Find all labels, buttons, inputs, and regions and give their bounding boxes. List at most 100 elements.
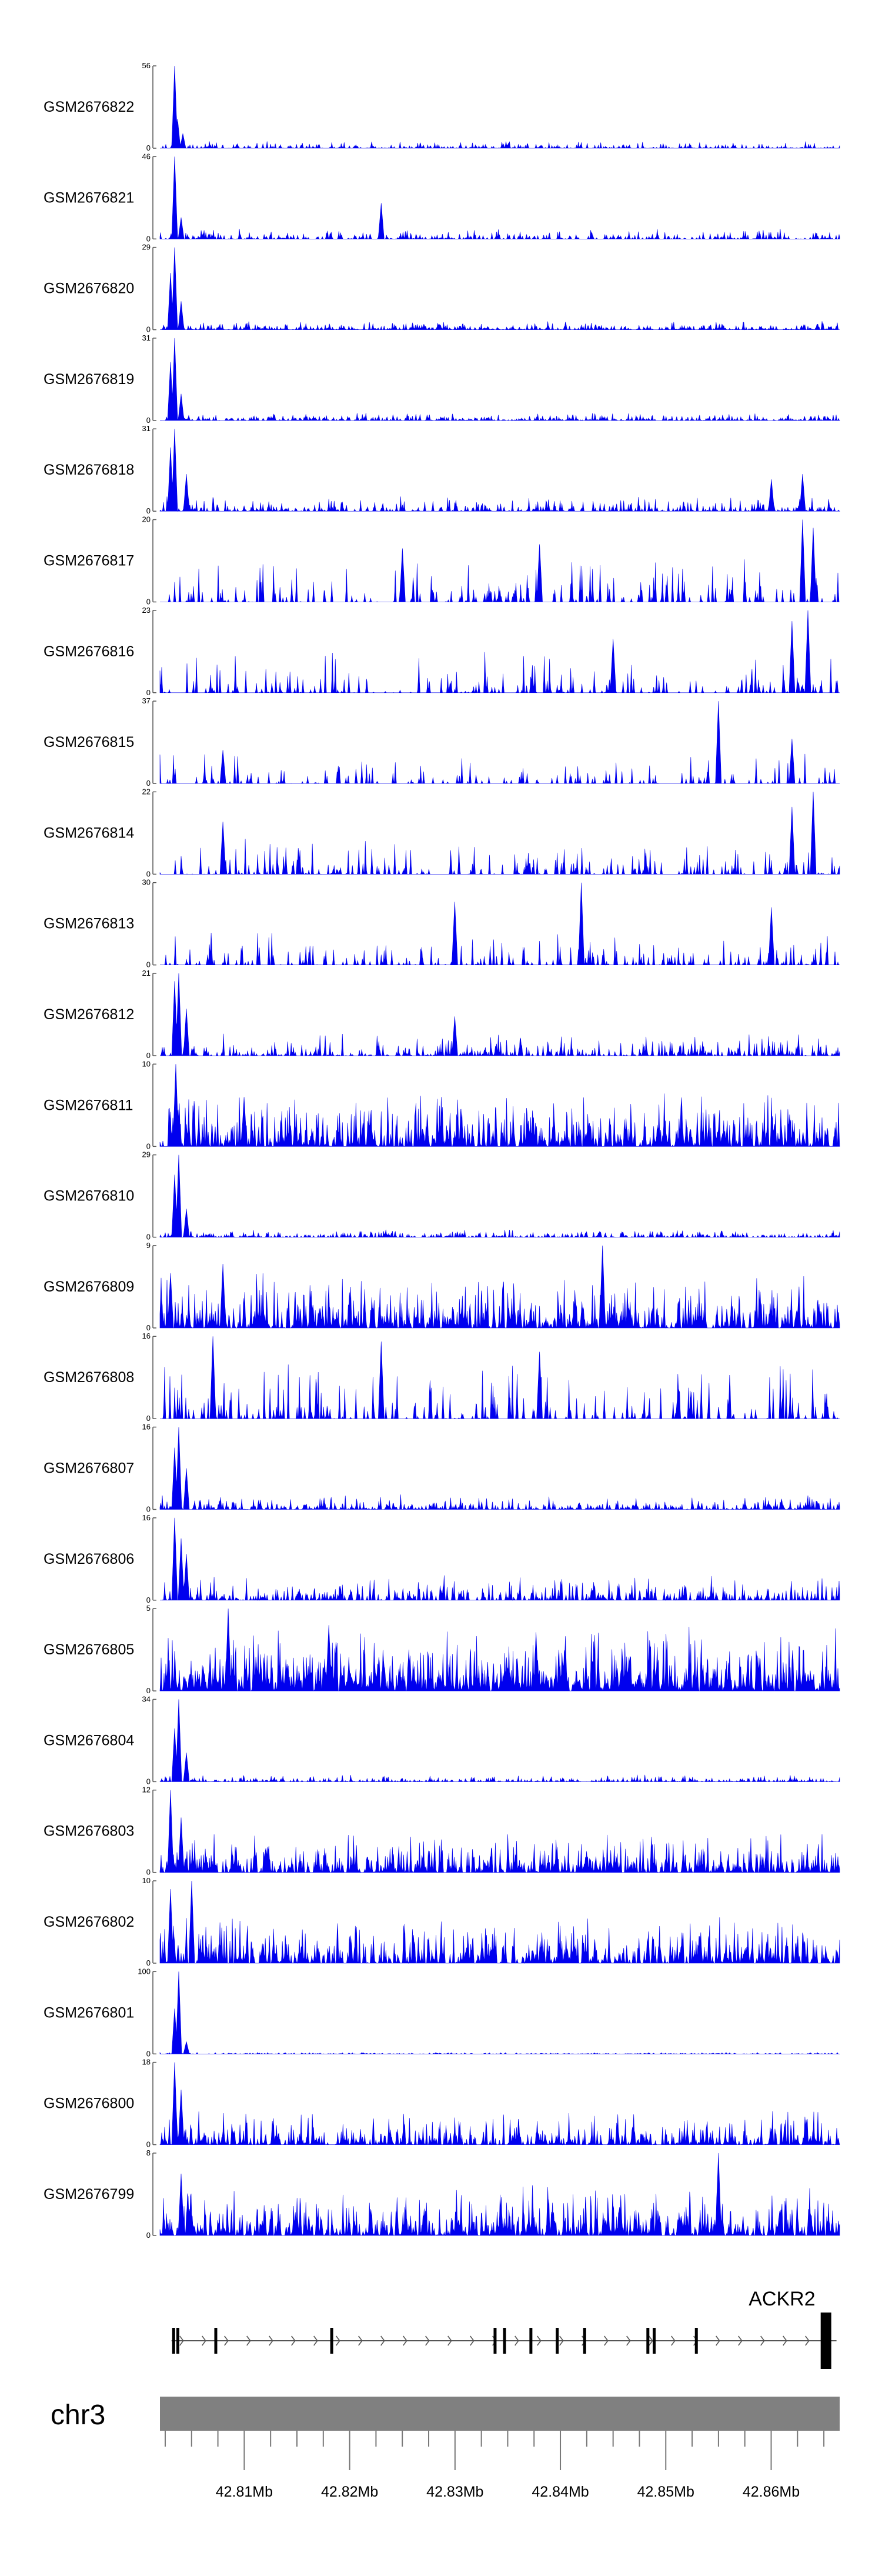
track-label: GSM2676817	[44, 553, 134, 569]
y-axis-max-label: 10	[142, 1059, 151, 1068]
gene-label: ACKR2	[749, 2288, 815, 2310]
track-label: GSM2676816	[44, 643, 134, 660]
y-axis-zero-label: 0	[146, 1505, 151, 1514]
coverage-area	[159, 2062, 840, 2145]
strand-arrow	[246, 2335, 251, 2346]
axis-tick-label: 42.81Mb	[216, 2484, 273, 2500]
gene-exons	[172, 2313, 831, 2369]
track-label: GSM2676807	[44, 1460, 134, 1477]
gene-model: ACKR2	[171, 2288, 837, 2369]
strand-arrow	[805, 2335, 810, 2346]
coverage-area	[160, 519, 840, 603]
coverage-area	[159, 1971, 840, 2054]
coverage-area	[160, 973, 840, 1057]
track-label: GSM2676812	[44, 1006, 134, 1023]
y-axis-max-label: 29	[142, 1150, 151, 1159]
y-axis-zero-label: 0	[146, 1233, 151, 1242]
y-axis-zero-label: 0	[146, 779, 151, 788]
track-label: GSM2676800	[44, 2095, 134, 2112]
exon	[172, 2328, 175, 2354]
chromosome-label: chr3	[51, 2400, 105, 2431]
exon	[653, 2328, 656, 2354]
track-GSM2676799: GSM2676799 8 0	[44, 2148, 840, 2240]
y-axis-max-label: 16	[142, 1513, 151, 1522]
exon	[493, 2328, 497, 2354]
track-GSM2676812: GSM2676812 21 0	[44, 969, 840, 1060]
y-axis-max-label: 16	[142, 1332, 151, 1340]
coverage-area	[160, 1336, 840, 1420]
chromosome-bar	[160, 2397, 840, 2431]
track-GSM2676807: GSM2676807 16 0	[44, 1423, 840, 1514]
coverage-area	[159, 429, 840, 512]
track-label: GSM2676821	[44, 189, 134, 206]
track-label: GSM2676810	[44, 1188, 134, 1204]
y-axis-max-label: 5	[146, 1604, 151, 1613]
y-axis-zero-label: 0	[146, 1142, 151, 1150]
y-axis-max-label: 16	[142, 1423, 151, 1432]
coverage-area	[159, 1790, 840, 1873]
y-axis-max-label: 37	[142, 696, 151, 705]
track-label: GSM2676809	[44, 1279, 134, 1295]
track-GSM2676822: GSM2676822 56 0	[44, 61, 840, 152]
strand-arrow	[760, 2335, 765, 2346]
strand-arrow	[783, 2335, 787, 2346]
y-axis-zero-label: 0	[146, 2231, 151, 2240]
track-GSM2676803: GSM2676803 12 0	[44, 1786, 840, 1877]
axis-tick-label: 42.84Mb	[532, 2484, 589, 2500]
y-axis-max-label: 31	[142, 333, 151, 342]
y-axis-zero-label: 0	[146, 1868, 151, 1877]
track-GSM2676800: GSM2676800 18 0	[44, 2058, 840, 2149]
track-label: GSM2676808	[44, 1369, 134, 1386]
track-GSM2676818: GSM2676818 31 0	[44, 424, 840, 515]
strand-arrow	[604, 2335, 609, 2346]
y-axis-zero-label: 0	[146, 1323, 151, 1332]
y-axis-max-label: 34	[142, 1694, 151, 1703]
y-axis-zero-label: 0	[146, 234, 151, 243]
y-axis-max-label: 8	[146, 2148, 151, 2157]
y-axis-max-label: 56	[142, 61, 151, 70]
strand-arrow	[447, 2335, 452, 2346]
strand-arrow	[716, 2335, 720, 2346]
coverage-area	[159, 1245, 840, 1329]
y-axis-max-label: 31	[142, 424, 151, 433]
track-GSM2676809: GSM2676809 9 0	[44, 1241, 840, 1332]
exon	[646, 2328, 650, 2354]
axis-tick-label: 42.82Mb	[321, 2484, 378, 2500]
track-label: GSM2676814	[44, 825, 134, 841]
coverage-area	[160, 65, 840, 149]
coverage-area	[159, 156, 840, 240]
strand-arrow	[671, 2335, 676, 2346]
y-axis-max-label: 29	[142, 243, 151, 252]
coverage-tracks: GSM2676822560GSM2676821460GSM2676820290G…	[44, 61, 840, 2240]
coverage-area	[159, 1427, 840, 1510]
track-GSM2676816: GSM2676816 23 0	[44, 606, 840, 697]
coverage-area	[160, 247, 840, 331]
coverage-area	[160, 338, 840, 421]
axis-tick-label: 42.83Mb	[426, 2484, 483, 2500]
track-label: GSM2676804	[44, 1732, 134, 1749]
y-axis-zero-label: 0	[146, 1958, 151, 1967]
coverage-area	[159, 1699, 840, 1783]
track-label: GSM2676822	[44, 99, 134, 115]
exon	[503, 2328, 506, 2354]
track-GSM2676808: GSM2676808 16 0	[44, 1332, 840, 1423]
track-GSM2676821: GSM2676821 46 0	[44, 152, 840, 243]
y-axis-zero-label: 0	[146, 1777, 151, 1786]
coverage-area	[159, 1154, 840, 1238]
exon	[583, 2328, 586, 2354]
strand-arrow	[559, 2335, 564, 2346]
y-axis-zero-label: 0	[146, 325, 151, 334]
track-GSM2676804: GSM2676804 34 0	[44, 1694, 840, 1786]
strand-arrow	[738, 2335, 743, 2346]
exon	[176, 2328, 179, 2354]
exon	[694, 2328, 698, 2354]
y-axis-zero-label: 0	[146, 960, 151, 969]
strand-arrow	[313, 2335, 318, 2346]
exon	[556, 2328, 559, 2354]
y-axis-zero-label: 0	[146, 869, 151, 878]
strand-arrow	[224, 2335, 229, 2346]
strand-arrow	[470, 2335, 475, 2346]
coverage-area	[159, 792, 840, 875]
y-axis-max-label: 22	[142, 787, 151, 796]
